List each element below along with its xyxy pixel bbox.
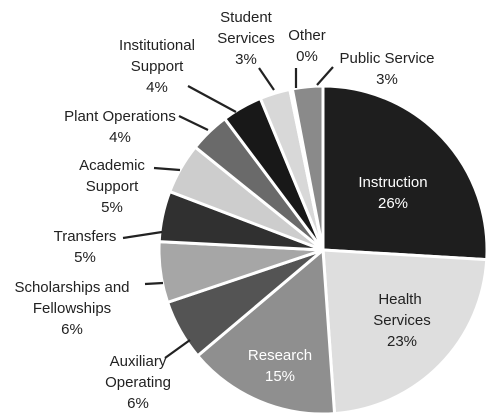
label-institutional-line2: Support: [131, 58, 184, 75]
leader-student: [258, 67, 275, 91]
label-institutional-value: 4%: [146, 79, 168, 96]
leader-institutional: [187, 85, 237, 113]
label-research-name: Research: [248, 347, 312, 364]
label-student-value: 3%: [235, 51, 257, 68]
pie-slice-instruction: [321, 84, 487, 262]
leader-lines: [122, 66, 334, 359]
label-instruction-value: 26%: [378, 195, 408, 212]
leader-public: [316, 66, 334, 86]
label-health-line2: Services: [373, 312, 431, 329]
leader-scholarships: [144, 281, 164, 286]
leader-auxiliary: [164, 339, 191, 359]
label-other-name: Other: [288, 27, 326, 44]
label-transfers-name: Transfers: [54, 228, 117, 245]
label-scholarships-value: 6%: [61, 321, 83, 338]
label-other-value: 0%: [296, 48, 318, 65]
label-institutional-line1: Institutional: [119, 37, 195, 54]
label-academic-value: 5%: [101, 199, 123, 216]
label-auxiliary-line2: Operating: [105, 374, 171, 391]
label-public-name: Public Service: [339, 50, 434, 67]
label-scholarships-line1: Scholarships and: [14, 279, 129, 296]
label-research-value: 15%: [265, 368, 295, 385]
label-public-value: 3%: [376, 71, 398, 88]
label-transfers-value: 5%: [74, 249, 96, 266]
pie-slice-research: [195, 246, 337, 415]
pie-slice-public-service: [290, 84, 325, 251]
label-academic-line1: Academic: [79, 157, 145, 174]
label-auxiliary-line1: Auxiliary: [110, 353, 167, 370]
label-auxiliary-value: 6%: [127, 395, 149, 412]
label-health-value: 23%: [387, 333, 417, 350]
label-health-line1: Health: [378, 291, 421, 308]
leader-plant: [178, 115, 209, 131]
pie-slice-health-services: [321, 248, 487, 415]
leader-academic: [153, 166, 181, 172]
label-scholarships-line2: Fellowships: [33, 300, 111, 317]
label-plant-name: Plant Operations: [64, 108, 176, 125]
pie-slices: [157, 84, 487, 415]
label-student-line2: Services: [217, 30, 275, 47]
label-academic-line2: Support: [86, 178, 139, 195]
label-instruction-name: Instruction: [358, 174, 427, 191]
label-plant-value: 4%: [109, 129, 131, 146]
label-student-line1: Student: [220, 9, 273, 26]
leader-transfers: [122, 230, 163, 240]
